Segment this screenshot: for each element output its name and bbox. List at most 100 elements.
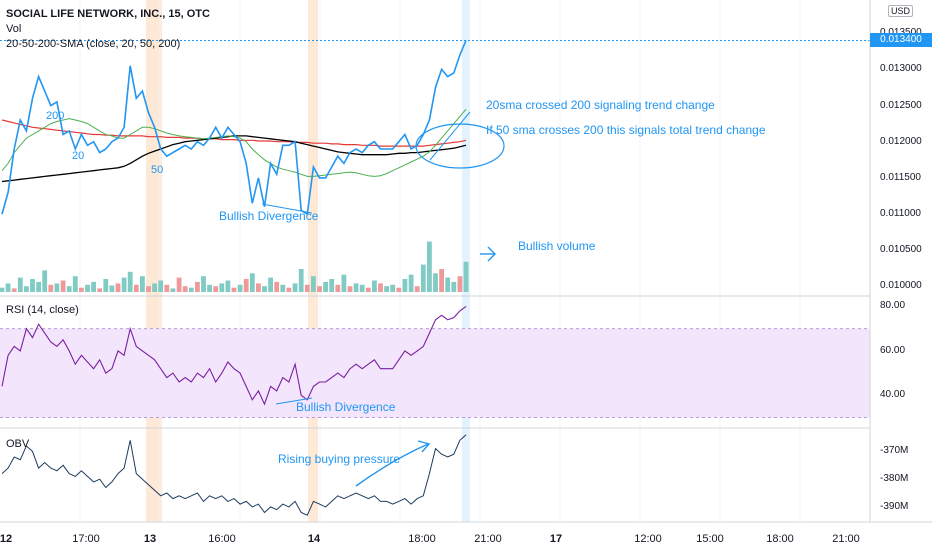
volume-bar <box>225 280 231 292</box>
volume-bar <box>457 276 463 292</box>
price-line <box>1 40 467 216</box>
volume-bar <box>353 283 359 292</box>
volume-bar <box>243 279 249 292</box>
annotation-sma-cross: 20sma crossed 200 signaling trend change <box>486 98 715 112</box>
volume-bar <box>176 277 182 292</box>
annotation-rising-pressure: Rising buying pressure <box>278 452 401 466</box>
currency-badge[interactable]: USD <box>888 5 914 17</box>
rsi-overbought-oversold-band <box>0 328 870 418</box>
volume-bar <box>451 281 457 292</box>
time-axis-tick: 14 <box>307 533 321 545</box>
volume-bar <box>323 281 328 292</box>
time-axis-tick: 21:00 <box>832 533 860 545</box>
volume-bar <box>146 286 151 292</box>
volume-bar <box>439 269 444 292</box>
volume-bar <box>402 279 408 292</box>
last-price-label: 0.013400 <box>870 33 932 48</box>
volume-bar <box>5 283 11 292</box>
price-axis-tick: 0.013000 <box>880 63 922 75</box>
cross-highlight-ellipse <box>415 123 505 169</box>
volume-bar <box>140 276 145 292</box>
volume-indicator-label[interactable]: Vol <box>6 23 22 35</box>
sma20-line <box>1 108 467 177</box>
volume-bar <box>54 283 60 292</box>
volume-bar <box>347 286 353 292</box>
volume-bar <box>427 241 432 292</box>
grid-lines <box>79 0 801 522</box>
annotation-sma50-cross: If 50 sma crosses 200 this signals total… <box>486 123 766 137</box>
cross-pointer-line <box>429 111 471 161</box>
volume-bar <box>30 279 35 292</box>
volume-bar <box>66 286 72 292</box>
volume-bar <box>91 281 96 292</box>
volume-bar <box>256 283 261 292</box>
annotation-bullish-divergence-rsi: Bullish Divergence <box>296 400 396 414</box>
volume-bar <box>262 286 267 292</box>
volume-bar <box>97 288 103 292</box>
volume-bar <box>42 270 48 292</box>
sma200-tag: 200 <box>46 110 65 122</box>
volume-bar <box>304 284 310 292</box>
volume-bar <box>329 279 335 292</box>
volume-bar <box>414 286 420 292</box>
price-axis-tick: 0.012500 <box>880 99 922 111</box>
divergence-line-price <box>261 203 313 214</box>
time-axis-tick: 15:00 <box>696 533 724 545</box>
volume-bar <box>335 284 341 292</box>
volume-bar <box>182 286 188 292</box>
volume-bar <box>85 284 90 292</box>
volume-bar <box>445 277 451 292</box>
volume-bar <box>60 280 66 292</box>
divergence-line-rsi <box>275 397 313 405</box>
volume-bar <box>121 277 127 292</box>
volume-bar <box>152 283 157 292</box>
price-axis-tick: 0.012000 <box>880 135 922 147</box>
volume-bar <box>24 286 29 292</box>
rsi-line <box>1 305 467 406</box>
volume-bar <box>372 280 377 292</box>
volume-bar <box>195 281 200 292</box>
volume-bar <box>48 284 54 292</box>
rsi-axis-tick: 60.00 <box>880 344 906 356</box>
time-axis-tick: 13 <box>143 533 157 545</box>
sma-indicator-label[interactable]: 20-50-200-SMA (close, 20, 50, 200) <box>6 38 181 50</box>
volume-bar <box>36 281 41 292</box>
volume-bar <box>365 287 371 292</box>
obv-indicator-label[interactable]: OBV <box>6 438 30 450</box>
annotation-bullish-volume: Bullish volume <box>518 239 596 253</box>
volume-bar <box>280 284 286 292</box>
price-axis-tick: 0.010500 <box>880 244 922 256</box>
rsi-indicator-label[interactable]: RSI (14, close) <box>6 304 79 316</box>
volume-bar <box>0 287 5 292</box>
volume-bar <box>188 287 194 292</box>
volume-bar <box>133 284 139 292</box>
volume-bar <box>170 288 176 292</box>
volume-bar <box>359 284 365 292</box>
volume-bar <box>311 276 316 292</box>
volume-bar <box>286 287 292 292</box>
volume-bar <box>268 277 273 292</box>
rsi-axis-tick: 80.00 <box>880 300 906 312</box>
annotation-bullish-divergence-price: Bullish Divergence <box>219 209 319 223</box>
volume-bar <box>298 269 304 292</box>
volume-bar <box>292 283 298 292</box>
sma20-tag: 20 <box>72 150 85 162</box>
volume-bar <box>274 281 280 292</box>
session-band-2 <box>462 0 470 522</box>
volume-bar <box>127 271 133 292</box>
volume-bar <box>201 276 206 292</box>
time-axis-tick: 21:00 <box>474 533 502 545</box>
volume-bar <box>317 286 322 292</box>
sma50-tag: 50 <box>151 164 164 176</box>
volume-bar <box>219 283 225 292</box>
volume-bar <box>11 288 17 292</box>
symbol-title: SOCIAL LIFE NETWORK, INC., 15, OTC <box>6 8 210 20</box>
volume-bar <box>378 283 383 292</box>
volume-bar <box>207 284 212 292</box>
arrow-icon-bullish-volume <box>480 246 496 262</box>
obv-axis-tick: -380M <box>880 473 909 485</box>
session-highlights <box>146 0 470 522</box>
volume-bar <box>79 287 84 292</box>
volume-bar <box>249 273 255 292</box>
time-axis-tick: 16:00 <box>208 533 236 545</box>
